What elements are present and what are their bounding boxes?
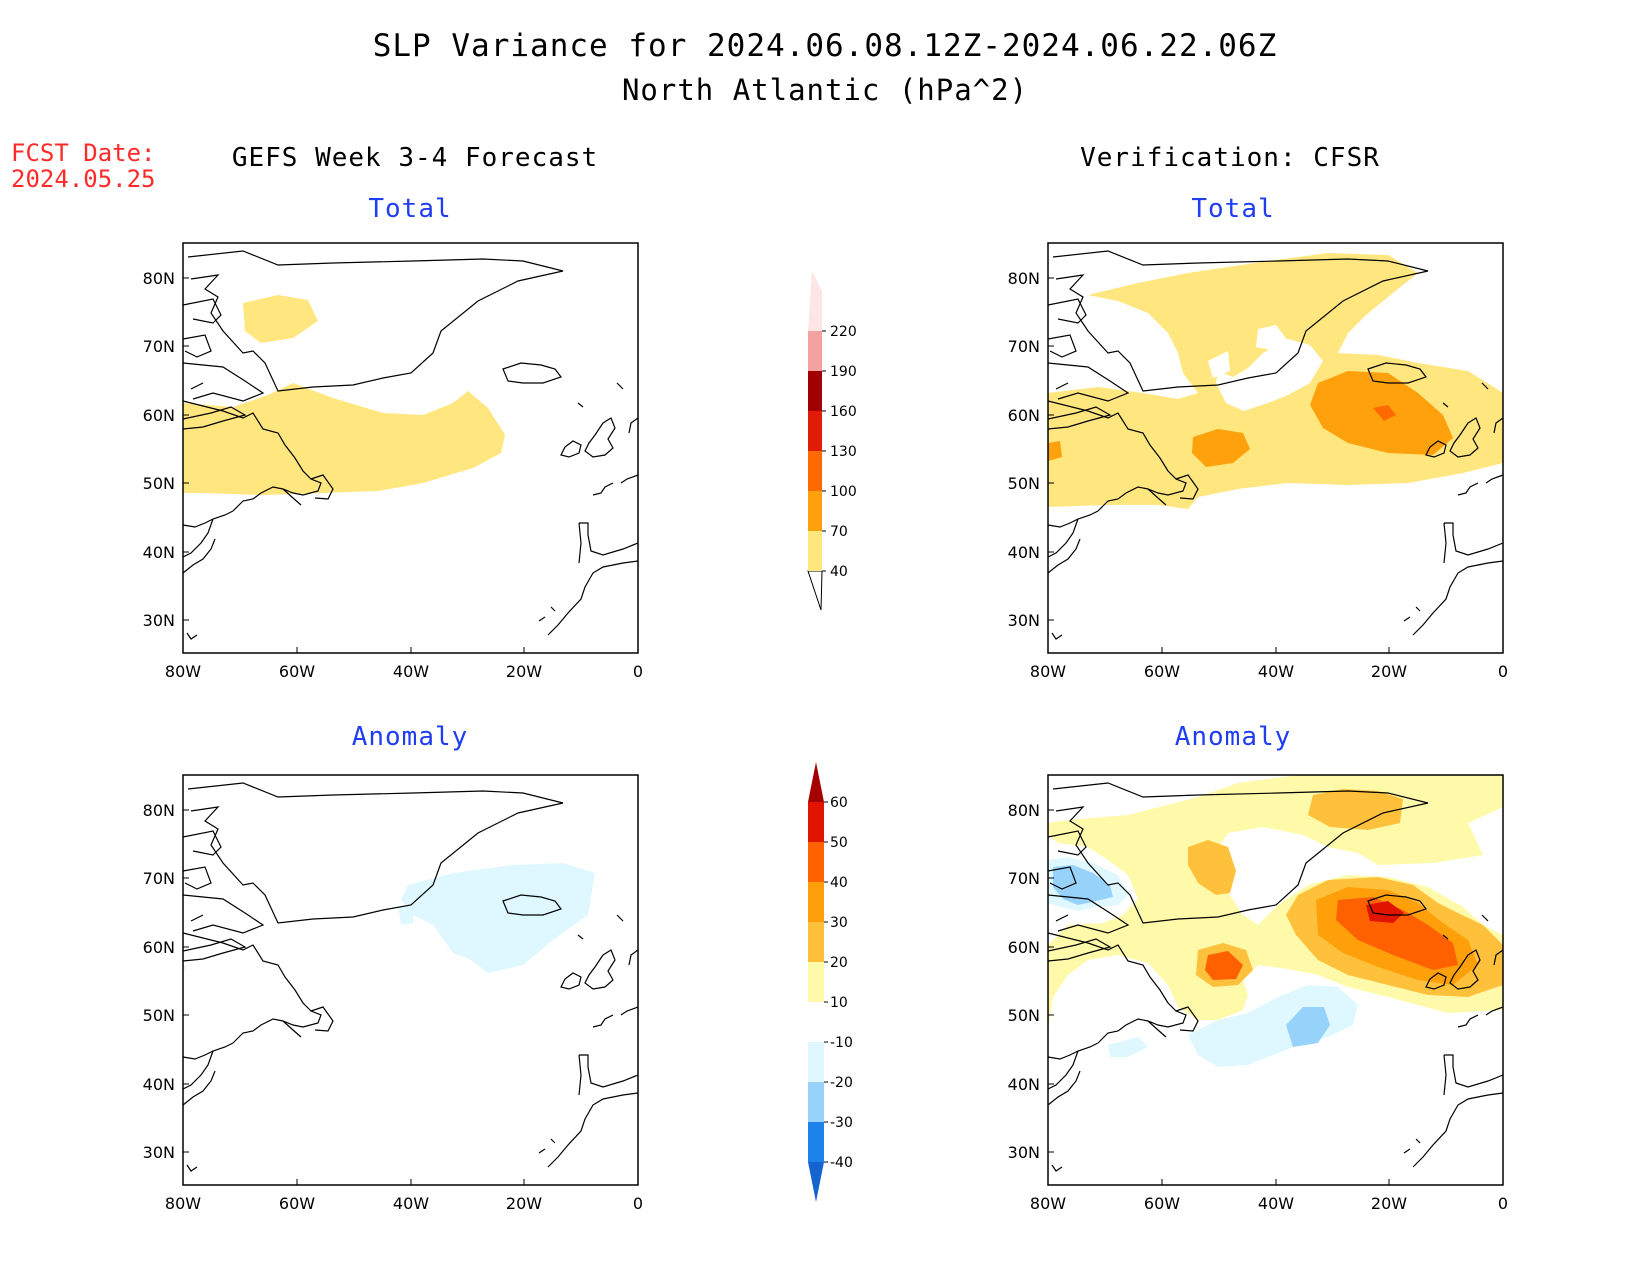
- colorbar-total-label: 100: [830, 484, 857, 500]
- forecast-total-lat-label: 40N: [143, 543, 175, 562]
- colorbar-total-box: [808, 331, 822, 371]
- forecast-total-lat-label: 70N: [143, 337, 175, 356]
- verification-anomaly-map: [1047, 774, 1504, 1186]
- forecast-total-lat-label: 60N: [143, 406, 175, 425]
- colorbar-anomaly-box: [808, 922, 824, 962]
- colorbar-anomaly-label: 60: [830, 795, 848, 811]
- colorbar-anomaly-box: [808, 802, 824, 842]
- verification-total-lon-label: 60W: [1144, 662, 1180, 681]
- verification-anomaly-lon-label: 20W: [1371, 1194, 1407, 1213]
- verification-anomaly-lat-label: 50N: [1008, 1006, 1040, 1025]
- colorbar-anomaly-box: [808, 1002, 824, 1042]
- colorbar-total-label: 40: [830, 564, 848, 580]
- verification-total-lat-label: 80N: [1008, 269, 1040, 288]
- verification-total-lon-label: 20W: [1371, 662, 1407, 681]
- colorbar-total-box: [808, 451, 822, 491]
- verification-anomaly-lat-label: 70N: [1008, 869, 1040, 888]
- forecast-anomaly-lon-label: 20W: [506, 1194, 542, 1213]
- verification-anomaly-lat-label: 40N: [1008, 1075, 1040, 1094]
- fcst-date: FCST Date: 2024.05.25: [11, 140, 156, 192]
- verification-anomaly-lat-label: 60N: [1008, 938, 1040, 957]
- colorbar-anomaly-label: 50: [830, 835, 848, 851]
- forecast-total-lon-label: 80W: [165, 662, 201, 681]
- forecast-total-lon-label: 0: [633, 662, 643, 681]
- colorbar-anomaly-label: 10: [830, 995, 848, 1011]
- colorbar-anomaly-label: -20: [830, 1075, 853, 1091]
- colorbar-total-label: 220: [830, 324, 857, 340]
- verification-anomaly-lat-label: 80N: [1008, 801, 1040, 820]
- colorbar-total-box: [808, 531, 822, 571]
- colorbar-anomaly-label: 30: [830, 915, 848, 931]
- forecast-anomaly-map: [182, 774, 639, 1186]
- verification-total-lon-label: 80W: [1030, 662, 1066, 681]
- verification-anomaly-lon-label: 0: [1498, 1194, 1508, 1213]
- right-column-title: Verification: CFSR: [1080, 143, 1380, 173]
- axis-labels: 80N 70N 60N 50N 40N 30N 80W 60W 40W 20W 0 80N 70N 60N…: [143, 269, 1508, 1213]
- colorbar-total-box: [808, 411, 822, 451]
- forecast-anomaly-lon-label: 60W: [279, 1194, 315, 1213]
- forecast-anomaly-lon-label: 0: [633, 1194, 643, 1213]
- main-subtitle: North Atlantic (hPa^2): [621, 73, 1029, 107]
- verification-total-lon-label: 0: [1498, 662, 1508, 681]
- forecast-total-lon-label: 60W: [279, 662, 315, 681]
- colorbar-total-label: 160: [830, 404, 857, 420]
- forecast-total-lat-label: 50N: [143, 474, 175, 493]
- colorbar-total-upper-extension: [808, 271, 822, 331]
- main-title: SLP Variance for 2024.06.08.12Z-2024.06.…: [372, 28, 1278, 64]
- verification-anomaly-lon-label: 80W: [1030, 1194, 1066, 1213]
- colorbar-anomaly-label: 20: [830, 955, 848, 971]
- verification-total-lat-label: 60N: [1008, 406, 1040, 425]
- forecast-total-lon-label: 20W: [506, 662, 542, 681]
- colorbar-anomaly-box: [808, 1122, 824, 1162]
- verification-total-lat-label: 30N: [1008, 611, 1040, 630]
- forecast-anomaly-lat-label: 70N: [143, 869, 175, 888]
- colorbar-anomaly-box: [808, 882, 824, 922]
- colorbar-anomaly-label: -30: [830, 1115, 853, 1131]
- colorbar-total-box: [808, 491, 822, 531]
- verification-total-map: [1047, 242, 1504, 654]
- colorbar-total-lower-extension: [807, 570, 823, 611]
- forecast-anomaly-lon-label: 80W: [165, 1194, 201, 1213]
- verification-total-lat-label: 70N: [1008, 337, 1040, 356]
- forecast-anomaly-lat-label: 30N: [143, 1143, 175, 1162]
- colorbar-anomaly-label: 40: [830, 875, 848, 891]
- fcst-date-label: FCST Date:: [11, 139, 156, 167]
- colorbar-total-box: [808, 371, 822, 411]
- colorbar-anomaly-box: [808, 1042, 824, 1082]
- forecast-total-lat-label: 30N: [143, 611, 175, 630]
- colorbar-anomaly-lower-extension: [808, 1162, 824, 1202]
- verification-total-lat-label: 40N: [1008, 543, 1040, 562]
- colorbar-anomaly-box: [808, 962, 824, 1002]
- forecast-anomaly-title: Anomaly: [351, 722, 469, 752]
- fcst-date-value: 2024.05.25: [11, 165, 156, 193]
- forecast-anomaly-lat-label: 80N: [143, 801, 175, 820]
- forecast-anomaly-lat-label: 50N: [143, 1006, 175, 1025]
- colorbar-total-label: 70: [830, 524, 848, 540]
- verification-anomaly-lon-label: 60W: [1144, 1194, 1180, 1213]
- colorbar-total-label: 190: [830, 364, 857, 380]
- colorbar-total-label: 130: [830, 444, 857, 460]
- verification-anomaly-lon-label: 40W: [1258, 1194, 1294, 1213]
- colorbar-anomaly-box: [808, 1082, 824, 1122]
- forecast-anomaly-lat-label: 40N: [143, 1075, 175, 1094]
- verification-total-lat-label: 50N: [1008, 474, 1040, 493]
- colorbar-anomaly: -40 -30 -20 -10 10 20 30 40 50 60: [808, 762, 853, 1202]
- forecast-anomaly-lat-label: 60N: [143, 938, 175, 957]
- forecast-total-lon-label: 40W: [393, 662, 429, 681]
- colorbar-anomaly-label: -40: [830, 1155, 853, 1171]
- colorbar-anomaly-box: [808, 842, 824, 882]
- verification-total-lon-label: 40W: [1258, 662, 1294, 681]
- forecast-anomaly-lon-label: 40W: [393, 1194, 429, 1213]
- forecast-total-title: Total: [368, 194, 452, 224]
- colorbar-anomaly-label: -10: [830, 1035, 853, 1051]
- forecast-total-lat-label: 80N: [143, 269, 175, 288]
- colorbar-anomaly-upper-extension: [808, 762, 824, 802]
- colorbar-total: 40 70 100 130 160 190 220: [807, 271, 857, 611]
- verification-anomaly-lat-label: 30N: [1008, 1143, 1040, 1162]
- left-column-title: GEFS Week 3-4 Forecast: [231, 143, 599, 173]
- verification-anomaly-title: Anomaly: [1174, 722, 1292, 752]
- verification-total-title: Total: [1191, 194, 1275, 224]
- forecast-total-map: [182, 242, 639, 654]
